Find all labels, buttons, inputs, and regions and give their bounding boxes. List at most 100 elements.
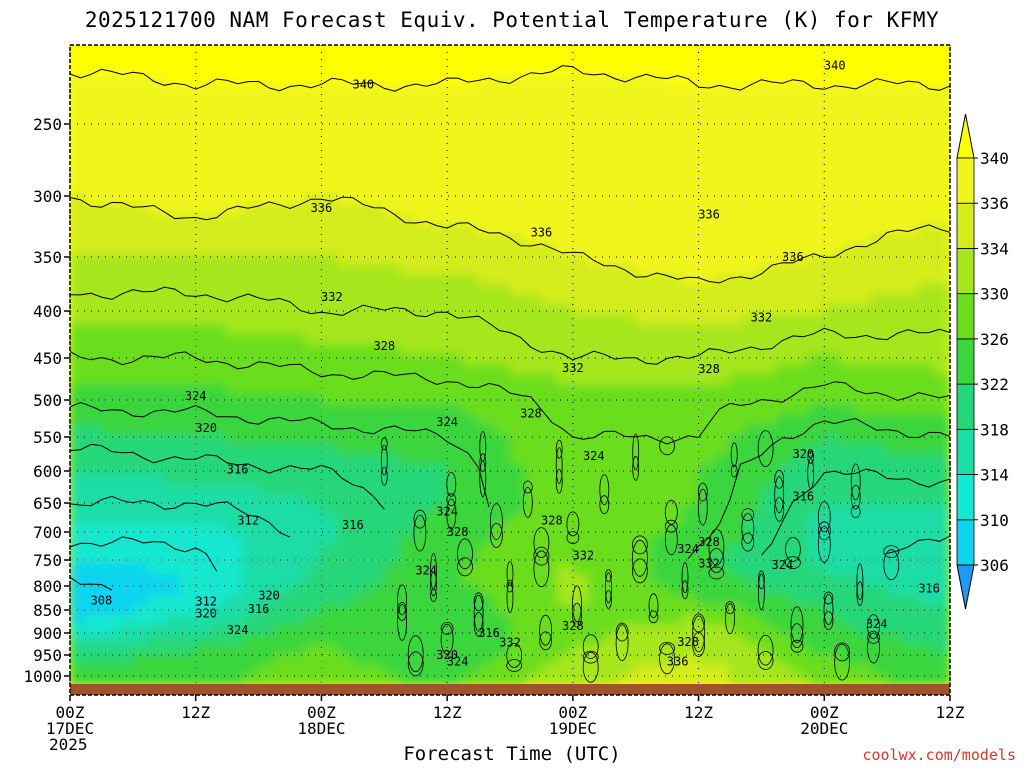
field-cell (70, 314, 87, 326)
field-cell (320, 374, 338, 386)
field-cell (886, 154, 904, 166)
source-credit[interactable]: coolwx.com/models (862, 746, 1016, 764)
field-cell (446, 564, 464, 576)
field-cell (70, 344, 87, 356)
field-cell (352, 534, 370, 546)
field-cell (603, 444, 621, 456)
contour-cell (648, 610, 659, 624)
field-cell (70, 234, 87, 246)
field-cell (462, 524, 480, 536)
field-cell (870, 64, 888, 76)
field-cell (682, 434, 700, 446)
field-cell (179, 274, 197, 286)
field-cell (902, 104, 920, 116)
field-cell (305, 84, 323, 96)
field-cell (902, 504, 920, 516)
field-cell (462, 494, 480, 506)
field-cell (70, 84, 87, 96)
field-cell (933, 664, 950, 676)
field-cell (430, 184, 448, 196)
field-cell (273, 664, 291, 676)
field-cell (336, 644, 354, 656)
field-cell (430, 674, 448, 685)
field-cell (446, 174, 464, 186)
field-cell (320, 114, 338, 126)
field-cell (933, 644, 950, 656)
field-cell (336, 334, 354, 346)
field-cell (305, 74, 323, 86)
field-cell (273, 54, 291, 66)
field-cell (116, 514, 134, 526)
field-cell (635, 594, 653, 606)
field-cell (210, 654, 228, 666)
field-cell (415, 84, 433, 96)
field-cell (603, 564, 621, 576)
field-cell (587, 134, 605, 146)
field-cell (70, 374, 87, 386)
field-cell (132, 354, 150, 366)
field-cell (870, 174, 888, 186)
field-cell (587, 314, 605, 326)
field-cell (760, 304, 778, 316)
field-cell (603, 74, 621, 86)
contour-cell (473, 594, 484, 632)
field-cell (336, 114, 354, 126)
field-cell (85, 204, 103, 216)
field-cell (383, 584, 401, 596)
field-cell (933, 214, 950, 226)
field-cell (745, 304, 763, 316)
field-cell (132, 584, 150, 596)
field-cell (100, 74, 118, 86)
field-cell (399, 154, 417, 166)
field-cell (289, 574, 307, 586)
field-cell (477, 394, 495, 406)
field-cell (383, 45, 401, 56)
field-cell (587, 294, 605, 306)
field-cell (273, 674, 291, 685)
field-cell (886, 654, 904, 666)
field-cell (493, 174, 511, 186)
y-tick-label: 850 (33, 601, 62, 620)
field-cell (210, 674, 228, 685)
field-cell (305, 244, 323, 256)
field-cell (336, 404, 354, 416)
field-cell (273, 564, 291, 576)
field-cell (305, 54, 323, 66)
field-cell (572, 174, 590, 186)
field-cell (650, 154, 668, 166)
field-cell (760, 314, 778, 326)
field-cell (273, 474, 291, 486)
field-cell (509, 624, 527, 636)
field-cell (933, 444, 950, 456)
field-cell (729, 314, 747, 326)
field-cell (147, 234, 165, 246)
field-cell (839, 124, 857, 136)
field-cell (195, 414, 213, 426)
field-cell (760, 424, 778, 436)
field-cell (430, 514, 448, 526)
field-cell (273, 104, 291, 116)
field-cell (493, 74, 511, 86)
field-cell (242, 544, 260, 556)
field-cell (430, 504, 448, 516)
field-cell (430, 174, 448, 186)
field-cell (917, 634, 935, 646)
field-cell (855, 364, 873, 376)
field-cell (305, 604, 323, 616)
field-cell (666, 464, 684, 476)
field-cell (745, 154, 763, 166)
contour-cell (730, 442, 738, 468)
field-cell (195, 574, 213, 586)
field-cell (635, 334, 653, 346)
field-cell (855, 114, 873, 126)
field-cell (320, 154, 338, 166)
field-cell (933, 64, 950, 76)
field-cell (85, 334, 103, 346)
field-cell (195, 674, 213, 685)
field-cell (179, 144, 197, 156)
field-cell (210, 374, 228, 386)
field-cell (257, 564, 275, 576)
field-cell (587, 334, 605, 346)
field-cell (493, 254, 511, 266)
field-cell (415, 474, 433, 486)
